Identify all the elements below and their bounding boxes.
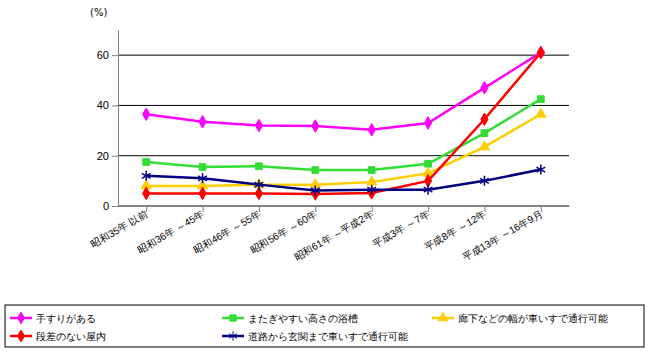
legend-marker [438, 312, 448, 320]
marker [368, 167, 375, 174]
x-axis: 昭和35年 以前昭和36年 ～45年昭和46年 ～55年昭和56年 ～60年昭和… [89, 206, 570, 263]
legend-label: またぎやすい高さの浴槽 [248, 313, 358, 324]
marker [536, 108, 546, 117]
tick-label: 60 [97, 49, 109, 61]
legend: 手すりがある またぎやすい高さの浴槽 廊下などの幅が車いすで通行可能段差のない屋内 道… [5, 305, 644, 347]
axis-line [119, 206, 570, 207]
legend-marker [18, 330, 25, 342]
legend-marker [18, 312, 25, 324]
marker [312, 167, 319, 174]
legend-label: 手すりがある [36, 313, 96, 324]
legend-marker [230, 315, 236, 321]
tick: 平成13年 ～16年9月 [460, 206, 544, 263]
tick-label: 40 [97, 99, 109, 111]
marker [311, 185, 320, 195]
series-line [146, 53, 541, 194]
axis-line [118, 31, 119, 207]
series-line [146, 53, 541, 130]
tick-mark [146, 206, 147, 212]
legend-label: 廊下などの幅が車いすで通行可能 [458, 313, 608, 324]
tick-mark [112, 105, 118, 106]
marker [537, 96, 544, 103]
legend-label: 道路から玄関まで車いすで通行可能 [248, 331, 408, 342]
grid-line [118, 105, 569, 106]
tick-mark [112, 206, 118, 207]
tick-mark [112, 55, 118, 56]
series-line [146, 170, 541, 191]
marker [143, 159, 150, 166]
marker [425, 160, 432, 167]
tick: 40 [97, 99, 118, 111]
legend-marker [229, 331, 237, 340]
tick: 60 [97, 49, 118, 61]
legend-item: 段差のない屋内 [10, 330, 106, 342]
marker [368, 124, 375, 136]
tick-mark [315, 206, 316, 212]
tick: 昭和61年 ～平成2年 [292, 206, 375, 262]
marker [199, 116, 206, 128]
axis-title: (%) [90, 7, 107, 18]
tick-mark [203, 206, 204, 212]
marker [481, 130, 488, 137]
legend-frame [5, 305, 644, 347]
marker [480, 176, 489, 186]
marker [424, 185, 433, 195]
legend-item: 手すりがある [10, 312, 96, 324]
chart: 0 20 40 60 (%) 昭和35年 以前昭和36年 ～45年昭和46年 ～55年昭和… [0, 0, 649, 353]
marker [367, 176, 377, 185]
marker [256, 163, 263, 170]
tick: 20 [97, 150, 118, 162]
tick-mark [541, 206, 542, 212]
tick-mark [259, 206, 260, 212]
tick-label: 0 [103, 200, 109, 212]
marker [537, 46, 544, 58]
marker [367, 185, 376, 195]
marker [199, 164, 206, 171]
series-line [146, 114, 541, 186]
marker [424, 117, 431, 129]
y-axis: 0 20 40 60 [97, 31, 119, 213]
grid-line [118, 55, 569, 56]
marker [255, 119, 262, 131]
marker [143, 187, 150, 199]
marker [198, 173, 207, 183]
plot-area [141, 46, 546, 200]
tick-label: 平成13年 ～16年9月 [460, 208, 544, 263]
marker [479, 141, 489, 150]
marker [143, 108, 150, 120]
marker [481, 113, 488, 125]
tick-label: 20 [97, 150, 109, 162]
marker [481, 82, 488, 94]
legend-label: 段差のない屋内 [36, 331, 106, 342]
legend-item: 廊下などの幅が車いすで通行可能 [432, 312, 608, 324]
tick-mark [484, 206, 485, 212]
tick-label: 昭和61年 ～平成2年 [292, 208, 375, 262]
series-line [146, 99, 541, 170]
marker [255, 180, 264, 190]
grid-line [118, 206, 569, 207]
tick-mark [372, 206, 373, 212]
tick-mark [112, 156, 118, 157]
tick: 0 [103, 200, 118, 212]
legend-item: 道路から玄関まで車いすで通行可能 [222, 331, 408, 342]
marker [536, 165, 545, 175]
marker [312, 120, 319, 132]
marker [142, 171, 151, 181]
tick-mark [428, 206, 429, 212]
legend-item: またぎやすい高さの浴槽 [222, 313, 358, 324]
marker [199, 187, 206, 199]
grid-line [118, 155, 569, 156]
